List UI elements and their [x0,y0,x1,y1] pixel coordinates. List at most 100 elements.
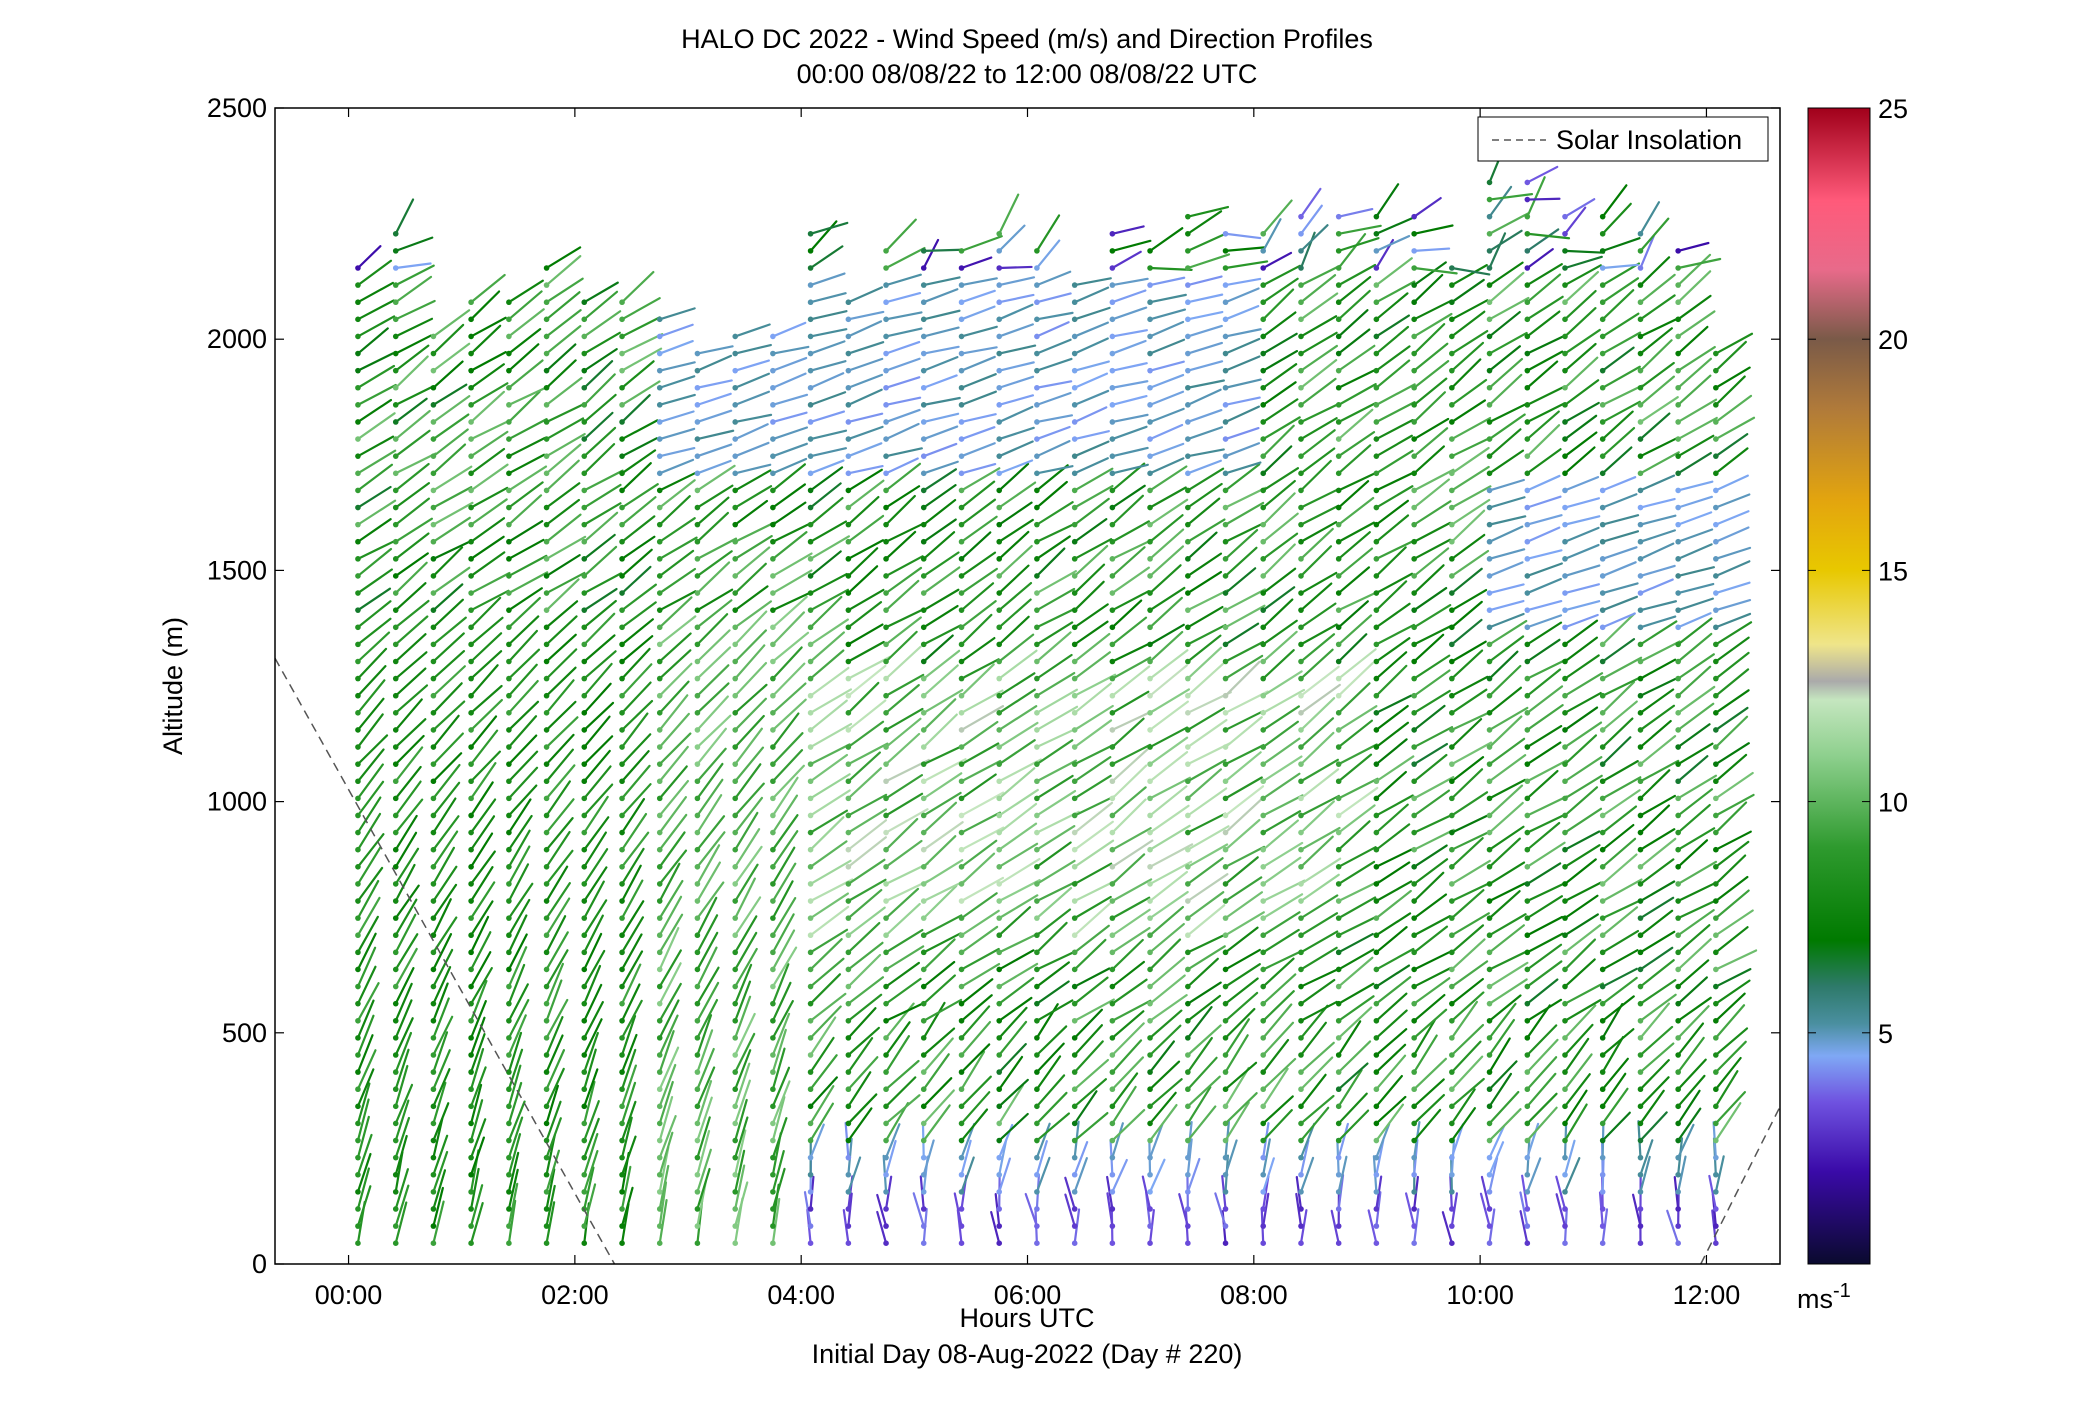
wind-barb [394,482,431,509]
wind-barb [1148,623,1185,646]
wind-barb [809,992,847,1022]
wind-barb [696,998,719,1039]
wind-barb-dot [1373,573,1380,579]
wind-barb-dot [1335,949,1342,956]
wind-barb-dot [1147,1017,1153,1024]
wind-barb-dot [845,812,852,819]
wind-barb-dot [543,727,550,733]
wind-barb [507,863,530,903]
wind-barb-dot [1298,230,1304,237]
wind-barb [734,980,752,1022]
wind-barb-dot [996,367,1003,374]
wind-barb [922,1037,954,1074]
wind-barb [1677,617,1713,646]
wind-barb [1035,501,1074,526]
wind-barb-dot [996,624,1003,631]
wind-barb-dot [1034,265,1040,271]
wind-barb [1526,176,1546,218]
wind-barb [1563,401,1600,424]
wind-barb [1714,840,1750,868]
wind-barb-dot [996,282,1003,288]
wind-barb [1111,1072,1139,1108]
wind-barb-dot [1675,692,1681,699]
wind-barb [960,947,1000,971]
wind-barb [1148,630,1184,663]
wind-barb-dot [1373,983,1380,990]
wind-barb [884,808,929,834]
wind-barb [1148,905,1185,937]
wind-barb-dot [1260,470,1267,477]
wind-barb [1488,882,1526,903]
wind-barb-dot [1298,966,1304,973]
wind-barb [1375,1139,1385,1176]
wind-barb-dot [1034,248,1040,254]
wind-barb-dot [619,333,625,340]
wind-barb-dot [1411,778,1417,785]
wind-barb [1375,183,1400,218]
wind-barb [809,245,844,270]
wind-barb-dot [506,521,512,528]
wind-barb-dot [1599,1223,1606,1229]
wind-barb-dot [392,1120,399,1127]
wind-barb [1224,926,1259,954]
wind-barb-dot [1713,436,1719,442]
wind-barb-dot [1222,1189,1229,1195]
wind-barb-dot [468,316,474,323]
wind-barb-dot [619,863,625,870]
wind-barb [1488,913,1527,937]
wind-barb-dot [1486,1069,1493,1075]
wind-barb [1639,396,1679,424]
wind-barb [1488,890,1521,920]
wind-barb [1299,571,1338,595]
wind-barb-dot [581,863,588,870]
wind-barb [432,982,449,1022]
wind-barb-dot [430,744,437,750]
wind-barb [922,688,964,714]
wind-barb [696,762,724,800]
wind-barb-dot [656,761,663,767]
wind-barb [1526,614,1563,629]
wind-barb-dot [1335,384,1342,391]
wind-barb [583,533,616,560]
wind-barb-dot [1147,641,1153,648]
wind-barb [1714,332,1754,355]
wind-barb [1714,992,1746,1022]
wind-barb [1299,946,1338,971]
wind-barb-dot [1185,436,1191,442]
wind-barb-dot [1034,1120,1040,1127]
wind-barb-dot [958,419,965,425]
wind-barb-dot [958,333,965,340]
wind-barb-dot [1449,778,1455,785]
wind-barb [356,697,385,732]
wind-barb [809,938,843,971]
wind-barb [1299,1073,1327,1108]
wind-barb-dot [1562,675,1568,682]
wind-barb-dot [1335,863,1342,870]
wind-barb-dot [1524,863,1531,870]
wind-barb [809,840,848,868]
wind-barb-dot [920,983,927,990]
wind-barb [545,679,575,714]
wind-barb [470,951,492,988]
wind-barb-dot [1260,1171,1267,1178]
wind-barb [1450,768,1484,800]
wind-barb-dot [996,607,1003,613]
wind-barb [620,1135,637,1176]
wind-barb-dot [1298,282,1304,288]
wind-barb [356,748,385,783]
wind-barb-dot [1449,983,1455,990]
wind-barb [1563,636,1599,663]
wind-barb-dot [430,881,437,887]
wind-barb [620,983,641,1022]
wind-barb [1186,552,1223,578]
wind-barb [1035,480,1068,509]
wind-barb [658,495,691,526]
wind-barb-dot [694,949,701,956]
wind-barb-dot [1260,419,1267,425]
wind-barb-dot [1071,1017,1078,1024]
wind-barb-dot [1675,966,1681,973]
wind-barb [507,1182,519,1228]
wind-barb [1488,801,1524,834]
wind-barb-dot [770,470,776,477]
wind-barb-dot [996,744,1003,750]
